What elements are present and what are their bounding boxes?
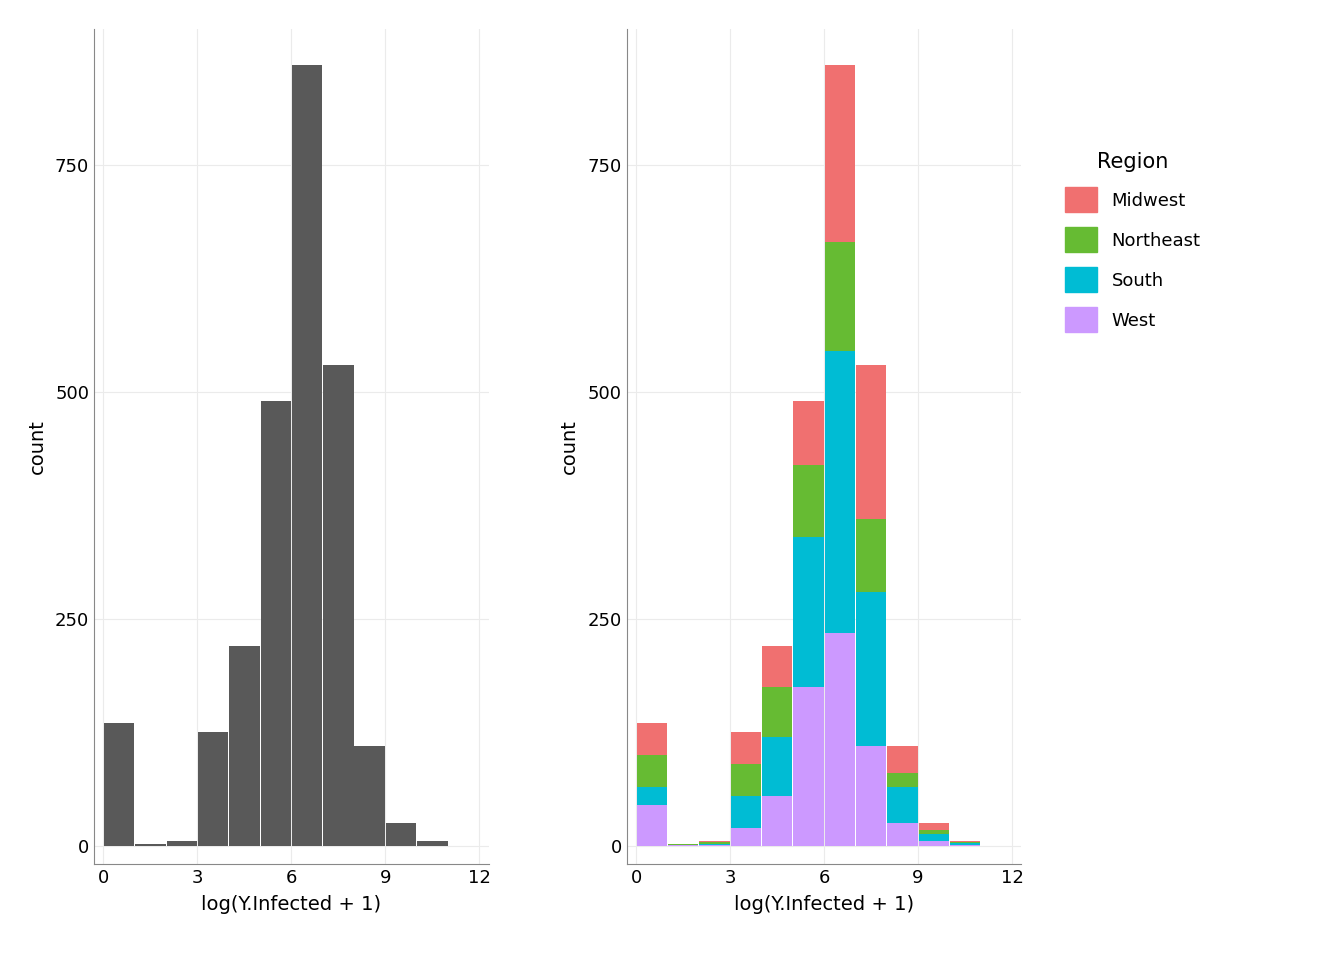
Bar bbox=[762, 646, 793, 687]
Bar bbox=[637, 723, 667, 756]
Bar bbox=[136, 844, 165, 846]
Bar bbox=[793, 465, 824, 538]
Bar bbox=[918, 823, 949, 829]
Bar bbox=[637, 756, 667, 787]
Bar bbox=[731, 828, 761, 846]
Bar bbox=[731, 796, 761, 828]
Bar bbox=[918, 829, 949, 834]
Bar bbox=[762, 796, 793, 846]
Y-axis label: count: count bbox=[560, 419, 579, 474]
Bar bbox=[762, 687, 793, 737]
Bar bbox=[856, 519, 886, 591]
Bar bbox=[699, 842, 730, 844]
Bar bbox=[386, 823, 417, 846]
Bar bbox=[887, 773, 918, 787]
Bar bbox=[637, 805, 667, 846]
Legend: Midwest, Northeast, South, West: Midwest, Northeast, South, West bbox=[1050, 138, 1215, 347]
Bar bbox=[417, 841, 448, 846]
Bar bbox=[292, 65, 323, 846]
Bar bbox=[355, 746, 384, 846]
Bar bbox=[793, 538, 824, 687]
Bar bbox=[825, 351, 855, 633]
Bar bbox=[793, 687, 824, 846]
Bar bbox=[918, 834, 949, 841]
Bar bbox=[856, 746, 886, 846]
Bar bbox=[230, 646, 259, 846]
Bar bbox=[887, 787, 918, 823]
Bar bbox=[950, 843, 980, 845]
Bar bbox=[856, 591, 886, 746]
X-axis label: log(Y.Infected + 1): log(Y.Infected + 1) bbox=[734, 895, 914, 914]
Bar bbox=[887, 823, 918, 846]
Bar bbox=[167, 841, 198, 846]
X-axis label: log(Y.Infected + 1): log(Y.Infected + 1) bbox=[202, 895, 382, 914]
Bar bbox=[762, 737, 793, 796]
Bar bbox=[198, 732, 228, 846]
Bar bbox=[793, 401, 824, 465]
Bar bbox=[103, 723, 134, 846]
Bar bbox=[856, 365, 886, 519]
Bar bbox=[323, 365, 353, 846]
Bar bbox=[637, 787, 667, 805]
Bar bbox=[918, 841, 949, 846]
Bar bbox=[825, 65, 855, 242]
Y-axis label: count: count bbox=[28, 419, 47, 474]
Bar bbox=[825, 633, 855, 846]
Bar bbox=[825, 242, 855, 351]
Bar bbox=[731, 764, 761, 796]
Bar bbox=[731, 732, 761, 764]
Bar bbox=[887, 746, 918, 773]
Bar bbox=[261, 401, 290, 846]
